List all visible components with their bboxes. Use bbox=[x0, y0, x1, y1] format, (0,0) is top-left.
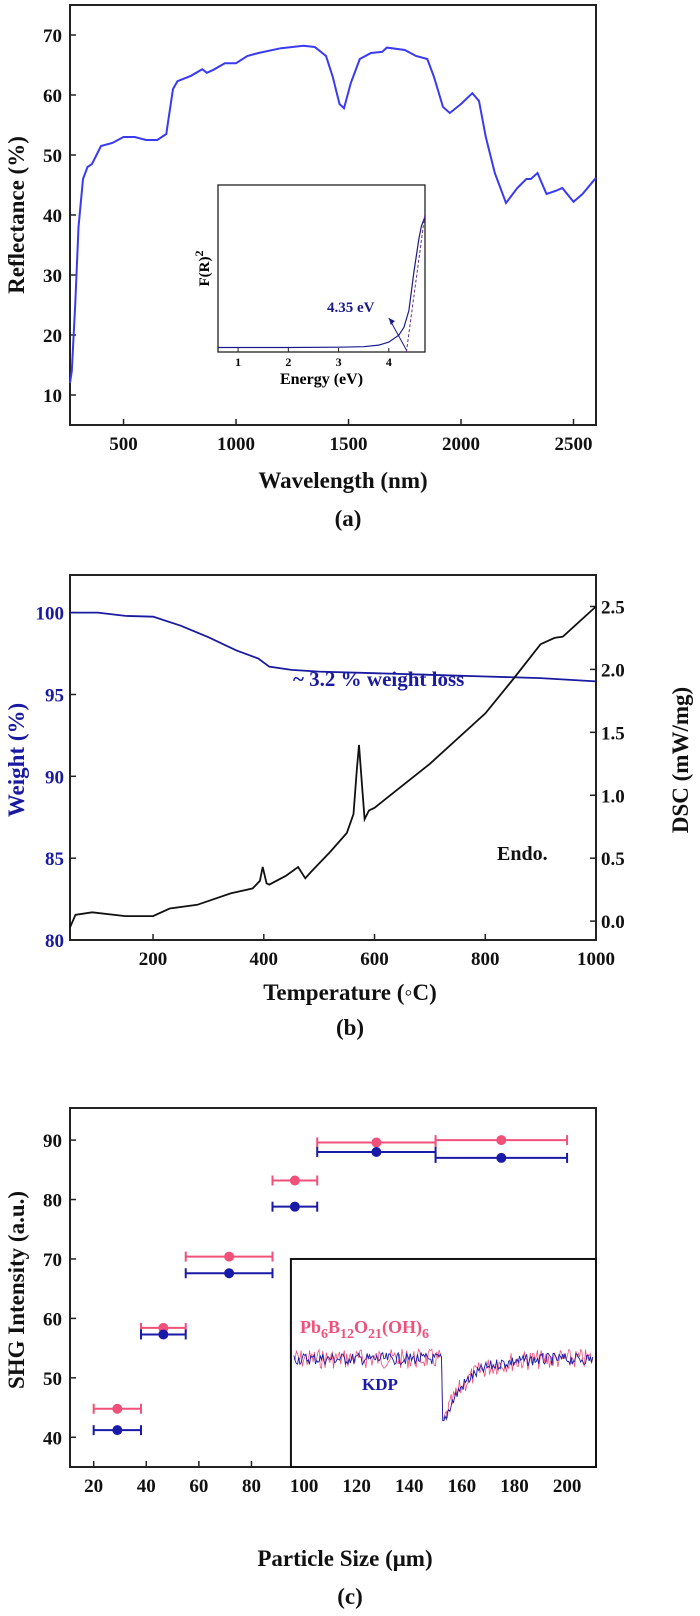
y-tick-label-right-b: 1.0 bbox=[601, 786, 625, 807]
axis-ticks-b: 200 400 600 800 1000 80 85 90 95 100 0.0 0.5 1.0 1.5 2… bbox=[36, 597, 625, 970]
data-point-sample bbox=[371, 1137, 382, 1148]
weight-loss-annotation: ~ 3.2 % weight loss bbox=[293, 667, 464, 691]
y-tick-label-right-b: 0.5 bbox=[601, 849, 625, 870]
data-points-c bbox=[92, 1135, 569, 1436]
x-axis-label-b: Temperature (◦C) bbox=[263, 980, 437, 1005]
x-tick-label-c: 60 bbox=[189, 1476, 208, 1497]
inset-legend-sample: Pb6B12O21(OH)6 bbox=[300, 1317, 429, 1342]
inset-x-tick-label: 2 bbox=[285, 355, 291, 369]
data-point-sample bbox=[112, 1403, 123, 1414]
y-tick-label-left-b: 100 bbox=[36, 604, 65, 625]
x-axis-label-c: Particle Size (μm) bbox=[257, 1546, 432, 1571]
x-tick-label-c: 40 bbox=[137, 1476, 156, 1497]
panel-a: 500 1000 1500 2000 2500 10 20 30 40 50 60 70 1 2 3 4 4.… bbox=[4, 4, 597, 531]
inset-x-tick-label: 1 bbox=[235, 355, 241, 369]
y-tick-label-c: 50 bbox=[43, 1369, 62, 1390]
x-tick-label-a: 500 bbox=[109, 434, 138, 455]
data-point-kdp bbox=[371, 1146, 382, 1157]
panel-c: 20 40 60 80 100 120 140 160 180 200 40 50 60 70 80 90 P… bbox=[4, 1107, 597, 1609]
y-tick-label-right-b: 2.0 bbox=[601, 660, 625, 681]
y-axis-label-left-b: Weight (%) bbox=[4, 703, 29, 817]
y-tick-label-a: 40 bbox=[43, 206, 62, 227]
y-tick-label-right-b: 1.5 bbox=[601, 723, 625, 744]
y-tick-label-left-b: 85 bbox=[45, 849, 64, 870]
weight-line bbox=[70, 611, 597, 683]
x-tick-label-c: 120 bbox=[342, 1476, 371, 1497]
axis-ticks-a: 500 1000 1500 2000 2500 10 20 30 40 50 60 70 bbox=[43, 26, 593, 455]
x-tick-label-c: 100 bbox=[290, 1476, 319, 1497]
inset-curve bbox=[218, 216, 426, 349]
x-tick-label-a: 2500 bbox=[555, 434, 593, 455]
x-tick-label-c: 80 bbox=[242, 1476, 261, 1497]
y-tick-label-a: 50 bbox=[43, 146, 62, 167]
inset-legend-kdp: KDP bbox=[362, 1375, 398, 1394]
data-point-sample bbox=[289, 1175, 300, 1186]
y-tick-label-left-b: 90 bbox=[45, 767, 64, 788]
x-tick-label-c: 20 bbox=[84, 1476, 103, 1497]
inset-x-axis-label: Energy (eV) bbox=[280, 371, 363, 388]
y-tick-label-a: 60 bbox=[43, 86, 62, 107]
y-tick-label-c: 60 bbox=[43, 1309, 62, 1330]
y-tick-label-right-b: 2.5 bbox=[601, 597, 625, 618]
inset-trace-kdp bbox=[293, 1351, 594, 1422]
plot-frame-b bbox=[69, 574, 597, 941]
dsc-line bbox=[69, 605, 597, 928]
x-tick-label-b: 800 bbox=[471, 949, 500, 970]
x-tick-label-a: 2000 bbox=[442, 434, 480, 455]
x-tick-label-a: 1500 bbox=[330, 434, 368, 455]
y-tick-label-left-b: 95 bbox=[45, 685, 64, 706]
data-point-kdp bbox=[496, 1152, 507, 1163]
y-tick-label-c: 70 bbox=[43, 1250, 62, 1271]
y-tick-label-a: 70 bbox=[43, 26, 62, 47]
arrow-head-icon bbox=[388, 318, 395, 325]
y-axis-label-c: SHG Intensity (a.u.) bbox=[4, 1191, 29, 1389]
x-tick-label-c: 180 bbox=[500, 1476, 529, 1497]
y-tick-label-a: 20 bbox=[43, 326, 62, 347]
data-point-kdp bbox=[289, 1201, 300, 1212]
panel-b: 200 400 600 800 1000 80 85 90 95 100 0.0 0.5 1.0 1.5 2… bbox=[4, 574, 693, 1040]
y-axis-label-right-b: DSC (mW/mg) bbox=[668, 687, 693, 833]
y-tick-label-c: 40 bbox=[43, 1428, 62, 1449]
y-tick-label-a: 30 bbox=[43, 266, 62, 287]
x-tick-label-b: 1000 bbox=[577, 949, 615, 970]
x-tick-label-b: 400 bbox=[250, 949, 279, 970]
inset-x-tick-label: 4 bbox=[386, 355, 392, 369]
data-point-kdp bbox=[112, 1425, 123, 1436]
x-tick-label-b: 600 bbox=[360, 949, 389, 970]
x-tick-label-c: 160 bbox=[448, 1476, 477, 1497]
data-point-kdp bbox=[224, 1268, 235, 1279]
axis-ticks-c: 20 40 60 80 100 120 140 160 180 200 40 50 60 70 80 90 bbox=[43, 1131, 581, 1497]
inset-c bbox=[289, 1257, 597, 1469]
x-axis-label-a: Wavelength (nm) bbox=[258, 468, 427, 493]
inset-a: 1 2 3 4 4.35 eV Energy (eV) F(R)2 bbox=[192, 213, 426, 388]
y-tick-label-a: 10 bbox=[43, 386, 62, 407]
tangent-line bbox=[405, 213, 426, 353]
y-tick-label-c: 90 bbox=[43, 1131, 62, 1152]
x-tick-label-a: 1000 bbox=[217, 434, 255, 455]
data-point-sample bbox=[496, 1135, 507, 1146]
data-point-kdp bbox=[158, 1329, 169, 1340]
y-tick-label-left-b: 80 bbox=[45, 931, 64, 952]
panel-label-b: (b) bbox=[336, 1015, 364, 1040]
y-tick-label-right-b: 0.0 bbox=[601, 912, 625, 933]
endo-annotation: Endo. bbox=[497, 843, 548, 865]
band-gap-annotation: 4.35 eV bbox=[327, 300, 375, 316]
inset-frame-a bbox=[217, 184, 426, 353]
data-point-sample bbox=[224, 1251, 235, 1262]
panel-label-a: (a) bbox=[335, 506, 362, 531]
reflectance-line bbox=[69, 44, 597, 384]
x-tick-label-c: 140 bbox=[395, 1476, 424, 1497]
inset-x-tick-label: 3 bbox=[336, 355, 342, 369]
x-tick-label-b: 200 bbox=[139, 949, 168, 970]
y-tick-label-c: 80 bbox=[43, 1191, 62, 1212]
inset-y-axis-label: F(R)2 bbox=[192, 251, 213, 287]
x-tick-label-c: 200 bbox=[553, 1476, 582, 1497]
panel-label-c: (c) bbox=[337, 1584, 363, 1609]
y-axis-label-a: Reflectance (%) bbox=[4, 136, 29, 294]
